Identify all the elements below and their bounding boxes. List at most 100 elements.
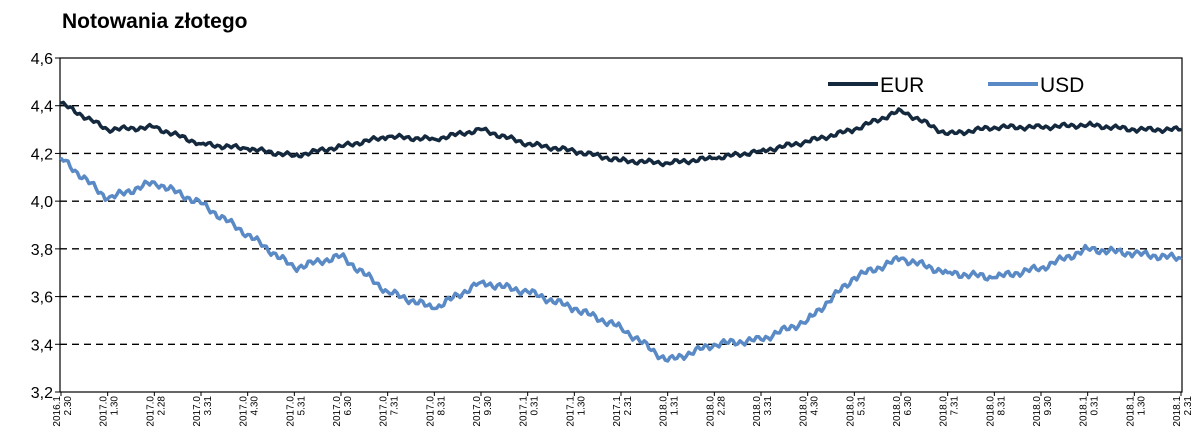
x-tick-label: 2018.0 3.31 — [752, 396, 774, 427]
data-point-usd — [293, 266, 296, 270]
data-point-usd — [573, 307, 576, 310]
data-point-usd — [339, 254, 343, 258]
x-tick-label-line1: 2017.0 — [332, 396, 343, 427]
x-tick-label: 2017.1 1.30 — [565, 396, 587, 427]
x-tick-label: 2017.1 2.31 — [612, 396, 634, 427]
data-point-usd — [806, 319, 809, 322]
data-point-eur — [1039, 125, 1043, 129]
data-point-usd — [199, 202, 203, 205]
x-tick-label-line2: 3.31 — [763, 396, 774, 416]
x-tick-label-line2: 6.30 — [903, 396, 914, 416]
data-point-eur — [153, 125, 156, 129]
x-tick-label-line1: 2018.0 — [659, 396, 670, 427]
axes — [59, 57, 1183, 393]
x-tick-label: 2016.1 2.30 — [52, 396, 74, 427]
x-tick-label-line1: 2017.0 — [99, 396, 110, 427]
data-point-eur — [759, 149, 763, 153]
x-tick-label-line1: 2018.0 — [939, 396, 950, 427]
x-tick-label-line2: 7.31 — [390, 396, 401, 416]
x-tick-label-line2: 1.30 — [110, 396, 121, 416]
x-tick-label-line2: 8.31 — [996, 396, 1007, 416]
x-tick-label-line1: 2017.0 — [379, 396, 390, 427]
data-point-usd — [946, 271, 949, 274]
x-tick-label: 2017.0 1.30 — [99, 396, 121, 427]
x-tick-label-line2: 2.31 — [1183, 396, 1194, 416]
data-point-eur — [106, 128, 109, 131]
x-tick-label-line2: 2.28 — [156, 396, 167, 416]
x-tick-label-line1: 2018.0 — [752, 396, 763, 427]
x-tick-label-line2: 2.30 — [63, 396, 74, 416]
x-tick-label-line2: 8.31 — [436, 396, 447, 416]
y-tick-label: 4,4 — [31, 99, 53, 116]
x-tick-label-line1: 2017.1 — [519, 396, 530, 427]
data-point-eur — [433, 137, 436, 141]
data-point-eur — [479, 128, 483, 131]
x-tick-label-line2: 5.31 — [856, 396, 867, 416]
x-tick-label-line2: 9.30 — [483, 396, 494, 416]
x-tick-label-line1: 2018.0 — [892, 396, 903, 427]
x-tick-label-line2: 0.31 — [1090, 396, 1101, 416]
data-point-eur — [386, 135, 389, 138]
x-tick-label-line1: 2017.0 — [239, 396, 250, 427]
series-line-usd — [59, 157, 1182, 363]
x-tick-label-line2: 1.30 — [1136, 396, 1147, 416]
data-point-eur — [853, 128, 856, 131]
x-tick-label-line1: 2017.0 — [145, 396, 156, 427]
plot-frame — [59, 57, 1183, 393]
data-point-usd — [59, 157, 63, 160]
y-axis-ticks: 4,6 4,4 4,2 4,0 3,8 3,6 3,4 3,2 — [31, 51, 60, 402]
x-tick-label: 2017.0 7.31 — [379, 396, 401, 427]
data-point-usd — [899, 257, 903, 260]
x-tick-label-line2: 1.30 — [576, 396, 587, 416]
x-tick-label: 2018.0 2.28 — [705, 396, 727, 427]
x-tick-label-line2: 2.31 — [623, 396, 634, 416]
x-tick-label-line1: 2017.1 — [612, 396, 623, 427]
x-tick-label: 2017.0 6.30 — [332, 396, 354, 427]
x-tick-label: 2017.0 9.30 — [472, 396, 494, 427]
x-tick-label-line1: 2018.0 — [845, 396, 856, 427]
x-tick-label: 2017.1 0.31 — [519, 396, 541, 427]
x-tick-label: 2018.0 7.31 — [939, 396, 961, 427]
data-point-usd — [386, 290, 389, 293]
data-point-usd — [246, 233, 249, 236]
data-point-eur — [573, 149, 576, 153]
x-tick-label: 2018.1 2.31 — [1172, 396, 1194, 427]
data-point-usd — [479, 281, 483, 284]
x-tick-label-line2: 3.31 — [203, 396, 214, 416]
x-tick-label-line1: 2017.0 — [285, 396, 296, 427]
legend-label-eur: EUR — [880, 74, 924, 97]
chart-title: Notowania złotego — [62, 10, 248, 33]
x-tick-label-line2: 1.31 — [670, 396, 681, 416]
data-point-usd — [1039, 266, 1043, 270]
x-tick-label: 2018.0 8.31 — [985, 396, 1007, 427]
x-tick-label: 2018.0 1.31 — [659, 396, 681, 427]
data-point-usd — [433, 307, 436, 310]
x-tick-label-line1: 2017.0 — [425, 396, 436, 427]
x-tick-label-line1: 2018.1 — [1079, 396, 1090, 427]
data-point-usd — [993, 276, 996, 279]
data-point-eur — [899, 109, 903, 112]
data-point-eur — [59, 102, 63, 105]
data-point-usd — [526, 290, 529, 293]
data-point-usd — [666, 359, 669, 363]
data-point-eur — [246, 147, 249, 150]
x-tick-label: 2018.1 0.31 — [1079, 396, 1101, 427]
x-tick-label: 2018.0 4.30 — [799, 396, 821, 427]
x-tick-label-line2: 0.31 — [530, 396, 541, 416]
x-tick-label: 2018.0 5.31 — [845, 396, 867, 427]
series-lines — [59, 100, 1183, 363]
y-tick-label: 3,6 — [31, 290, 53, 307]
x-tick-label-line1: 2016.1 — [52, 396, 63, 427]
x-tick-label-line2: 9.30 — [1043, 396, 1054, 416]
y-tick-label: 3,2 — [31, 385, 53, 402]
data-point-eur — [1086, 123, 1089, 127]
x-tick-label: 2017.0 4.30 — [239, 396, 261, 427]
y-tick-label: 4,2 — [31, 146, 53, 163]
data-point-eur — [993, 125, 996, 129]
data-point-eur — [619, 159, 623, 162]
y-tick-label: 4,0 — [31, 194, 53, 211]
x-tick-label-line2: 4.30 — [250, 396, 261, 416]
data-point-eur — [1133, 128, 1136, 131]
x-tick-label-line2: 2.28 — [716, 396, 727, 416]
